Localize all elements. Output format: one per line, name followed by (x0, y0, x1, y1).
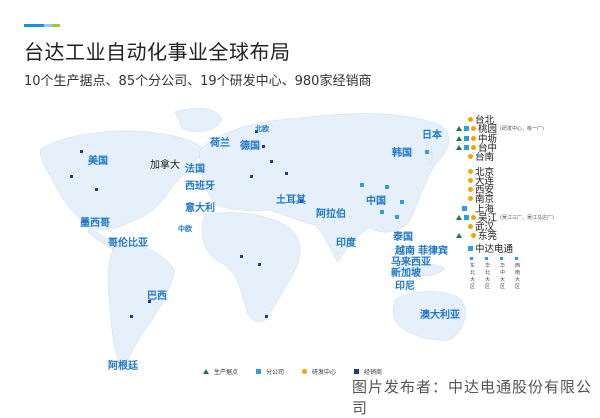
site-row: 大连 (468, 173, 494, 187)
legend-item-dealer: 经销商 (354, 367, 382, 376)
triangle-icon (203, 369, 209, 374)
country-label: 新加坡 (391, 268, 421, 279)
branch-icon (462, 205, 467, 211)
site-row: 台北 (468, 112, 494, 126)
japan (425, 139, 433, 166)
greenland (174, 107, 223, 133)
branch-icon (464, 144, 469, 150)
rd-center-icon (468, 186, 473, 192)
rd-center-icon (468, 177, 473, 183)
map-legend: 生产据点 分公司 研发中心 经销商 (203, 367, 382, 376)
site-row: 桃园 (研发中心、桃一厂) (456, 121, 544, 135)
site-row: 北京 (468, 164, 494, 178)
country-label: 美国 (88, 156, 108, 167)
plant-icon (456, 135, 462, 141)
branch-icon (464, 214, 469, 220)
site-markers (70, 130, 303, 318)
publisher-credit: 图片发布者：中达电通股份有限公司 (352, 378, 593, 417)
page-subtitle: 10个生产据点、85个分公司、19个研发中心、980家经销商 (24, 74, 372, 89)
country-label: 加拿大 (150, 160, 180, 171)
country-label: 韩国 (392, 148, 412, 159)
plant-icon (456, 232, 462, 238)
country-label: 法国 (185, 164, 205, 175)
rd-center-icon (471, 135, 476, 141)
rd-center-icon (471, 214, 476, 220)
north-america (39, 130, 206, 231)
circle-icon (302, 369, 308, 374)
world-map (39, 107, 466, 365)
site-row: 吴江 (吴江三厂、吴江马达厂) (456, 210, 554, 224)
branch-icon (468, 245, 473, 251)
country-label: 北欧 (255, 125, 269, 133)
site-row: 武汉 (468, 219, 494, 233)
country-label: 哥伦比亚 (108, 238, 148, 249)
branch-icon (464, 125, 469, 131)
country-label: 德国 (240, 141, 260, 152)
site-row: 南京 (468, 191, 494, 205)
country-label: 越南 (395, 246, 415, 257)
rd-center-icon (471, 232, 476, 238)
country-label: 菲律宾 (418, 246, 448, 257)
country-label: 泰国 (393, 232, 413, 243)
eurasia (199, 113, 450, 263)
site-row: 中达电通 (468, 241, 513, 255)
rd-center-icon (468, 116, 473, 122)
site-row: 中坜 (456, 131, 497, 145)
legend-item-branch: 分公司 (256, 367, 284, 376)
rd-center-icon (468, 168, 473, 174)
legend-item-rd: 研发中心 (302, 367, 336, 376)
branch-markers (360, 150, 429, 219)
country-label: 日本 (422, 130, 442, 141)
country-label: 澳大利亚 (420, 310, 460, 321)
country-label: 印尼 (395, 281, 415, 292)
rd-center-icon (468, 153, 473, 159)
australia (392, 291, 466, 341)
site-row: 西安 (468, 182, 494, 196)
country-label: 中国 (366, 196, 386, 207)
rd-center-icon (471, 125, 476, 131)
country-label: 意大利 (185, 203, 215, 214)
china-regions: 东北大区 华北大区 华中大区 西南大区 (470, 256, 520, 290)
country-label: 墨西哥 (80, 218, 110, 229)
site-row: 上海 (462, 201, 494, 215)
branch-icon (464, 135, 469, 141)
country-label: 马来西亚 (391, 257, 431, 268)
rd-center-icon (468, 195, 473, 201)
southeast-asia-islands (394, 254, 446, 277)
page-title: 台达工业自动化事业全球布局 (24, 40, 291, 64)
country-label: 印度 (336, 238, 356, 249)
square-icon (354, 369, 360, 374)
country-label: 西班牙 (185, 181, 215, 192)
country-label: 荷兰 (210, 138, 230, 149)
plant-icon (456, 144, 462, 150)
plant-icon (456, 125, 462, 131)
africa (201, 212, 301, 322)
plant-icon (456, 214, 462, 220)
accent-bar (24, 24, 60, 27)
square-icon (256, 369, 262, 374)
country-label: 中欧 (178, 225, 192, 233)
country-label: 土耳其 (276, 195, 306, 206)
site-row: 台南 (468, 149, 494, 163)
rd-center-icon (471, 144, 476, 150)
country-label: 阿拉伯 (316, 209, 346, 220)
rd-center-icon (468, 223, 473, 229)
site-row: 东莞 (456, 228, 497, 242)
country-label: 巴西 (147, 291, 167, 302)
site-row: 台中 (456, 140, 497, 154)
legend-item-plant: 生产据点 (203, 367, 238, 376)
country-label: 阿根廷 (108, 361, 138, 372)
south-america (107, 243, 176, 365)
